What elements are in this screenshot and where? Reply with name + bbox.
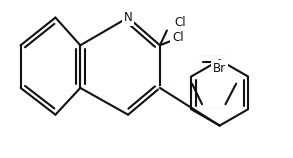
Text: Br: Br: [213, 62, 226, 75]
Text: Cl: Cl: [172, 31, 184, 44]
Text: N: N: [124, 11, 132, 24]
Text: N: N: [124, 11, 132, 24]
Text: Cl: Cl: [175, 16, 186, 29]
